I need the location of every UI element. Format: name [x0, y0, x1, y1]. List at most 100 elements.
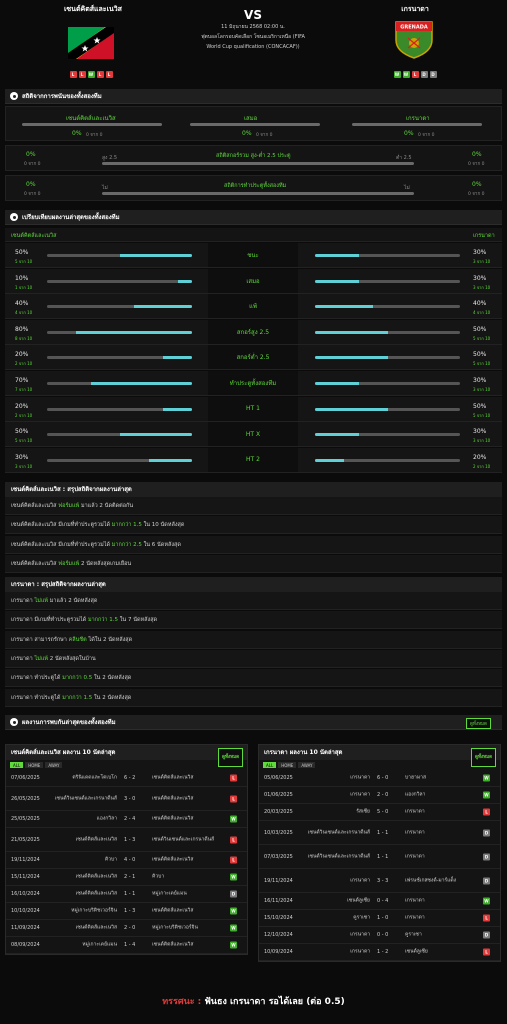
comparison-home-pct: 80%	[15, 325, 29, 333]
match-score: 6 - 0	[377, 775, 389, 781]
comparison-away-bar-fill	[315, 305, 373, 309]
match-row[interactable]: 10/03/2025 เซนต์วินเซนต์และเกรนาดีนส์ 1 - …	[259, 821, 500, 845]
summary-highlight: คลีนชีต	[68, 636, 87, 643]
tab-all[interactable]: ALL	[10, 762, 24, 768]
match-row[interactable]: 19/11/2024 เกรนาดา 3 - 3 เฟรนช์เกสซงต์-มาร์…	[259, 869, 500, 893]
match-date: 20/03/2025	[264, 809, 293, 815]
bet-col-draw: เสมอ	[244, 115, 258, 122]
tab-away[interactable]: AWAY	[45, 762, 63, 768]
comparison-away-pct: 50%	[473, 402, 487, 410]
match-row[interactable]: 11/09/2024 เซนต์คิตส์และเนวิส 2 - 0 หมู่เกา…	[6, 920, 247, 937]
match-result-badge: W	[483, 791, 490, 799]
comparison-away-bar	[315, 382, 460, 385]
match-row[interactable]: 26/05/2025 เซนต์วินเซนต์และเกรนาดีนส์ 3 - …	[6, 787, 247, 811]
match-away-team: คิวบา	[152, 873, 165, 880]
comparison-row: 20% 2 จาก 10 HT 1 50% 5 จาก 10	[5, 396, 502, 422]
comparison-row: 50% 5 จาก 10 ชนะ 30% 3 จาก 10	[5, 243, 502, 268]
match-row[interactable]: 08/09/2024 หมู่เกาะเคย์แมน 1 - 4 เซนต์คิตส์…	[6, 937, 247, 954]
comparison-label: สกอร์ต่ำ 2.5	[208, 345, 298, 370]
home-flag-icon	[66, 25, 116, 61]
match-date: 11 มิถุนายน 2568 02:00 น.	[221, 24, 285, 30]
comparison-away-pct: 30%	[473, 274, 487, 282]
summary-row: เซนต์คิตส์และเนวิส มีเกมที่ทำประตูรวมได้…	[5, 516, 502, 535]
match-date: 25/05/2025	[11, 816, 40, 822]
summary-highlight: ฟอร์มแพ้	[58, 503, 80, 509]
home-recent-view-all-button[interactable]: ดูทั้งหมด	[218, 748, 243, 767]
match-row[interactable]: 16/11/2024 เซนต์ลูเซีย 0 - 4 เกรนาดา W	[259, 893, 500, 910]
match-result-badge: L	[483, 914, 490, 922]
soccer-ball-icon	[10, 718, 18, 726]
form-badge: D	[429, 71, 437, 78]
match-score: 2 - 4	[124, 816, 136, 822]
away-recent-view-all-button[interactable]: ดูทั้งหมด	[471, 748, 496, 767]
match-row[interactable]: 15/10/2024 คูราเซา 1 - 0 เกรนาดา L	[259, 910, 500, 927]
comparison-home-sub: 4 จาก 10	[15, 310, 33, 316]
match-competition-line1: ฟุตบอลโลกรอบคัดเลือก โซนอเมริกาเหนือ (FI…	[201, 34, 305, 40]
comparison-away-label: เกรนาดา	[473, 233, 495, 239]
comparison-label: เสมอ	[208, 268, 298, 293]
betting-result-panel: เซนต์คิตส์และเนวิส เสมอ เกรนาดา 0% 0 จาก…	[5, 106, 502, 141]
summary-text: เซนต์คิตส์และเนวิส	[11, 560, 57, 567]
match-row[interactable]: 20/03/2025 รัสเซีย 5 - 0 เกรนาดา L	[259, 804, 500, 821]
comparison-home-sub: 5 จาก 10	[15, 438, 33, 444]
match-result-badge: L	[483, 808, 490, 816]
match-away-team: เซนต์คิตส์และเนวิส	[152, 856, 194, 863]
match-row[interactable]: 07/06/2025 ตรินิแดดและโตเบโก 6 - 2 เซนต์คิต…	[6, 770, 247, 787]
match-date: 16/11/2024	[264, 898, 293, 904]
match-row[interactable]: 05/06/2025 เกรนาดา 6 - 0 บาฮามาส W	[259, 770, 500, 787]
away-recent-tabs: ALL HOME AWAY	[259, 760, 500, 770]
tab-home[interactable]: HOME	[278, 762, 297, 768]
comparison-home-sub: 2 จาก 10	[15, 412, 33, 418]
match-row[interactable]: 10/10/2024 หมู่เกาะบริติชเวอร์จิน 1 - 3 เซน…	[6, 903, 247, 920]
match-row[interactable]: 16/10/2024 เซนต์คิตส์และเนวิส 1 - 1 หมู่เกา…	[6, 886, 247, 903]
match-score: 5 - 0	[377, 809, 389, 815]
bet-home-of: 0 จาก 0	[86, 133, 103, 138]
comparison-away-bar-fill	[315, 407, 388, 411]
comparison-home-sub: 8 จาก 10	[15, 335, 33, 341]
over-under-panel: 0% 0 จาก 0 สูง 2.5 สถิติสกอร์รวม สูง-ต่ำ…	[5, 145, 502, 171]
match-row[interactable]: 12/10/2024 เกรนาดา 0 - 0 คูราเซา D	[259, 927, 500, 944]
tab-all[interactable]: ALL	[263, 762, 277, 768]
comparison-away-bar-fill	[315, 356, 388, 360]
btts-left-pct: 0%	[26, 181, 36, 188]
comparison-away-sub: 5 จาก 10	[473, 412, 491, 418]
match-row[interactable]: 25/05/2025 แองกวิลา 2 - 4 เซนต์คิตส์และเนวิ…	[6, 811, 247, 828]
summary-highlight: มากกว่า 2.5	[111, 541, 142, 548]
tab-home[interactable]: HOME	[25, 762, 44, 768]
bet-bar-home	[22, 123, 162, 126]
match-away-team: เกรนาดา	[405, 808, 425, 815]
match-result-badge: W	[230, 924, 237, 932]
betting-stats-title: สถิติจากการพนันของทั้งสองทีม	[22, 93, 102, 100]
match-date: 10/03/2025	[264, 829, 293, 836]
comparison-away-bar	[315, 279, 460, 283]
match-result-badge: D	[483, 853, 490, 860]
match-row[interactable]: 15/11/2024 เซนต์คิตส์และเนวิส 2 - 1 คิวบา W	[6, 869, 247, 886]
match-date: 10/10/2024	[11, 908, 40, 914]
match-row[interactable]: 10/09/2024 เกรนาดา 1 - 2 เซนต์ลูเซีย L	[259, 944, 500, 961]
match-score: 2 - 0	[377, 792, 389, 798]
summary-text: เซนต์คิตส์และเนวิส	[11, 503, 57, 509]
comparison-home-bar	[47, 279, 192, 283]
comparison-away-pct: 30%	[473, 377, 487, 384]
match-row[interactable]: 01/06/2025 เกรนาดา 2 - 0 แองกวิลา W	[259, 787, 500, 804]
match-result-badge: D	[230, 890, 237, 898]
match-score: 1 - 2	[377, 949, 389, 955]
comparison-away-bar	[315, 305, 460, 309]
form-badge: W	[87, 71, 95, 78]
match-home-team: เซนต์คิตส์และเนวิส	[75, 836, 117, 842]
vs-label: VS	[244, 8, 262, 22]
comparison-away-bar	[315, 458, 460, 462]
comparison-home-bar	[47, 407, 192, 411]
match-row[interactable]: 21/05/2025 เซนต์คิตส์และเนวิส 1 - 3 เซนต์วิ…	[6, 828, 247, 852]
prediction-label: ทรรศนะ :	[162, 997, 202, 1007]
match-row[interactable]: 07/03/2025 เซนต์วินเซนต์และเกรนาดีนส์ 1 - …	[259, 845, 500, 869]
recent-view-all-button[interactable]: ดูทั้งหมด	[466, 718, 491, 729]
bet-draw-pct: 0%	[242, 130, 252, 137]
tab-away[interactable]: AWAY	[298, 762, 316, 768]
match-score: 1 - 3	[124, 836, 136, 843]
summary-highlight: มากกว่า 1.5	[87, 617, 118, 624]
match-date: 15/10/2024	[264, 915, 293, 921]
away-flag-icon: GRENADA	[392, 18, 436, 60]
summary-text: เซนต์คิตส์และเนวิส มีเกมที่ทำประตูรวมได้	[11, 541, 111, 548]
match-row[interactable]: 19/11/2024 คิวบา 4 - 0 เซนต์คิตส์และเนวิส L	[6, 852, 247, 869]
